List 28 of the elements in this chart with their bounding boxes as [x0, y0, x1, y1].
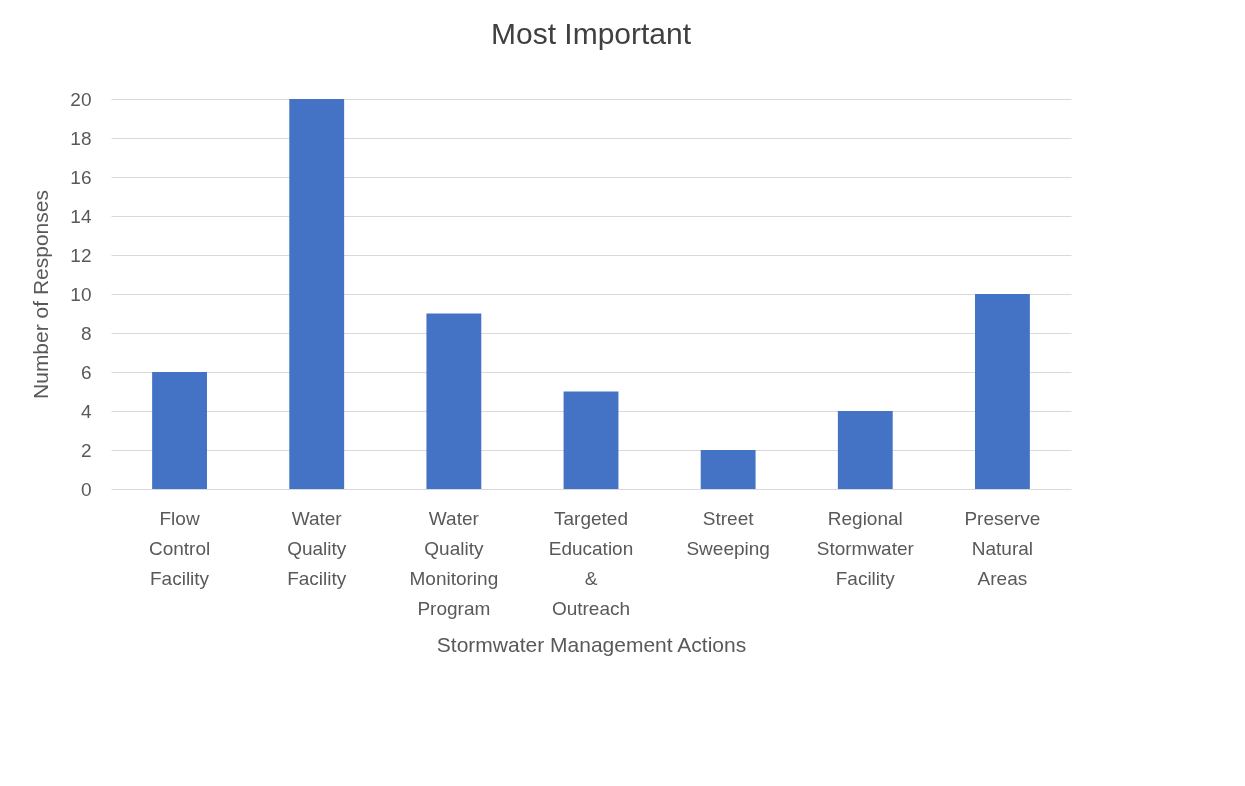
x-tick-label: Preserve Natural Areas	[964, 507, 1041, 589]
y-tick-label: 12	[70, 244, 92, 266]
x-tick-label: Water Quality Facility	[287, 507, 347, 589]
x-axis-title: Stormwater Management Actions	[436, 632, 747, 656]
bar	[563, 391, 619, 489]
y-tick-label: 14	[70, 205, 92, 227]
x-tick-label: Flow Control Facility	[148, 507, 211, 589]
y-tick-label: 4	[80, 400, 92, 422]
bar	[289, 99, 345, 489]
y-tick-label: 20	[70, 88, 92, 110]
y-tick-label: 8	[80, 322, 92, 344]
x-tick-label: Targeted Education & Outreach	[548, 507, 634, 619]
y-tick-label: 6	[80, 361, 92, 383]
x-tick-label: Water Quality Monitoring Program	[409, 507, 499, 619]
y-axis-title: Number of Responses	[29, 190, 53, 399]
chart-title: Most Important	[490, 17, 692, 50]
x-tick-label: Street Sweeping	[686, 507, 770, 559]
y-tick-label: 2	[80, 439, 92, 461]
bar	[700, 450, 756, 489]
y-tick-label: 16	[70, 166, 92, 188]
x-tick-label: Regional Stormwater Facility	[816, 507, 915, 589]
bar	[426, 313, 482, 489]
y-tick-label: 0	[80, 478, 92, 500]
y-tick-label: 10	[70, 283, 92, 305]
bar	[837, 411, 893, 489]
y-tick-label: 18	[70, 127, 92, 149]
bar	[975, 294, 1030, 489]
bar	[152, 372, 207, 489]
